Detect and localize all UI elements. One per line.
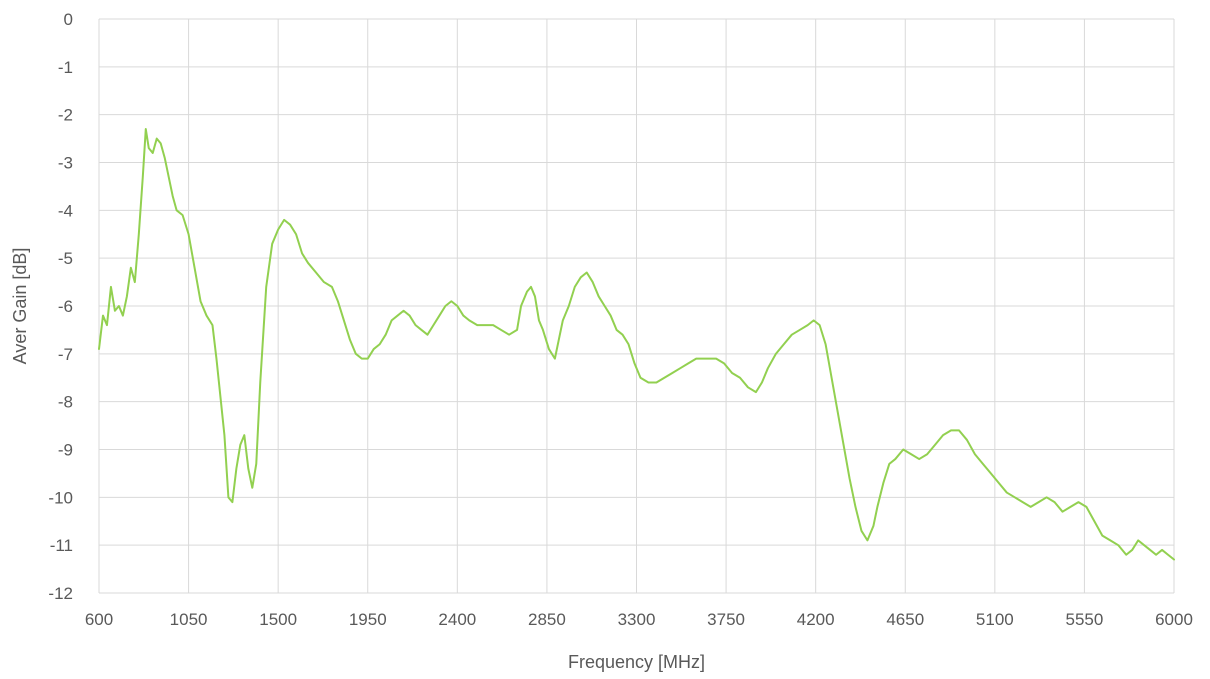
x-tick-label: 3300 xyxy=(618,610,656,629)
series-layer xyxy=(98,128,1175,561)
y-tick-label: -4 xyxy=(58,201,73,220)
x-tick-label: 600 xyxy=(85,610,113,629)
y-tick-label: -5 xyxy=(58,249,73,268)
x-tick-label: 1950 xyxy=(349,610,387,629)
x-tick-label: 6000 xyxy=(1155,610,1193,629)
x-tick-label: 2850 xyxy=(528,610,566,629)
y-tick-label: -7 xyxy=(58,345,73,364)
series-line xyxy=(98,128,1175,561)
x-tick-label: 4200 xyxy=(797,610,835,629)
gridlines xyxy=(98,18,1175,594)
x-tick-label: 4650 xyxy=(886,610,924,629)
y-tick-label: -2 xyxy=(58,106,73,125)
y-tick-label: -10 xyxy=(48,488,73,507)
x-axis-title: Frequency [MHz] xyxy=(568,652,705,672)
x-tick-label: 2400 xyxy=(438,610,476,629)
x-tick-label: 5550 xyxy=(1066,610,1104,629)
y-tick-label: -11 xyxy=(50,536,73,555)
axes: 0 -1 -2 -3 -4 -5 -6 -7 -8 -9 -10 -11 -12 600 1050 1500 1… xyxy=(48,10,1192,629)
y-tick-label: -6 xyxy=(58,297,73,316)
x-tick-label: 5100 xyxy=(976,610,1014,629)
y-tick-label: -9 xyxy=(58,441,73,460)
y-axis-title: Aver Gain [dB] xyxy=(10,248,30,365)
y-tick-label: -1 xyxy=(58,58,73,77)
y-tick-label: -12 xyxy=(48,584,73,603)
y-tick-label: -3 xyxy=(58,154,73,173)
x-tick-label: 1500 xyxy=(259,610,297,629)
y-tick-label: -8 xyxy=(58,393,73,412)
y-tick-label: 0 xyxy=(64,10,73,29)
x-tick-label: 1050 xyxy=(170,610,208,629)
x-tick-label: 3750 xyxy=(707,610,745,629)
